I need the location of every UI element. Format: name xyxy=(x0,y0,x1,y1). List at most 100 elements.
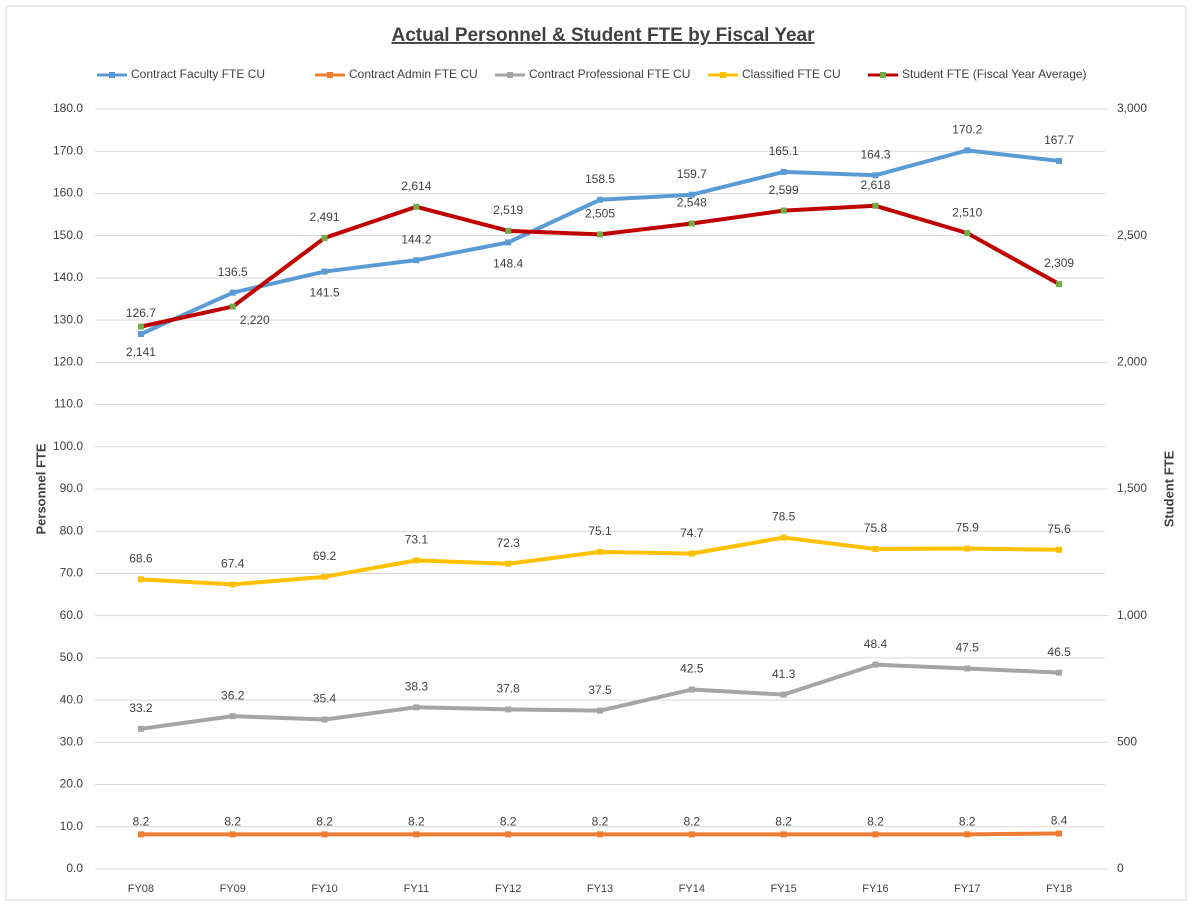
y-tick-label: 120.0 xyxy=(53,355,83,369)
data-label: 164.3 xyxy=(860,147,890,161)
data-label: 2,309 xyxy=(1044,256,1074,270)
data-point xyxy=(1056,157,1063,164)
legend-label: Student FTE (Fiscal Year Average) xyxy=(902,67,1087,81)
data-label: 159.7 xyxy=(677,167,707,181)
data-point xyxy=(505,831,512,838)
legend-label: Classified FTE CU xyxy=(742,67,841,81)
data-point xyxy=(1056,281,1063,288)
x-tick-label: FY17 xyxy=(954,883,980,895)
data-label: 165.1 xyxy=(769,144,799,158)
y2-tick-label: 2,000 xyxy=(1117,355,1147,369)
y2-tick-label: 0 xyxy=(1117,861,1124,875)
y-tick-label: 130.0 xyxy=(53,312,83,326)
data-point xyxy=(413,557,420,564)
data-point xyxy=(413,831,420,838)
data-label: 2,599 xyxy=(769,183,799,197)
data-point xyxy=(964,147,971,154)
data-point xyxy=(321,268,328,275)
y-tick-label: 170.0 xyxy=(53,143,83,157)
x-tick-label: FY16 xyxy=(862,883,888,895)
y-tick-label: 140.0 xyxy=(53,270,83,284)
data-point xyxy=(964,545,971,552)
data-label: 8.2 xyxy=(500,815,517,829)
data-point xyxy=(597,831,603,838)
data-label: 2,141 xyxy=(126,345,156,359)
data-point xyxy=(321,573,328,580)
data-label: 2,548 xyxy=(677,196,707,210)
data-label: 69.2 xyxy=(313,549,337,563)
data-label: 36.2 xyxy=(221,688,245,702)
data-point xyxy=(872,661,879,668)
data-label: 38.3 xyxy=(405,679,429,693)
y-axis-title: Personnel FTE xyxy=(33,443,48,534)
data-label: 46.5 xyxy=(1047,645,1071,659)
data-point xyxy=(964,230,971,237)
legend-label: Contract Admin FTE CU xyxy=(349,67,478,81)
data-label: 75.9 xyxy=(956,521,980,535)
data-label: 2,519 xyxy=(493,203,523,217)
x-tick-label: FY11 xyxy=(404,883,429,895)
data-point xyxy=(505,239,512,246)
data-point xyxy=(597,231,603,238)
data-point xyxy=(505,560,512,567)
data-label: 2,505 xyxy=(585,207,615,221)
data-point xyxy=(964,831,971,838)
data-point xyxy=(229,303,236,310)
data-label: 75.1 xyxy=(588,524,612,538)
data-point xyxy=(688,191,695,198)
data-label: 8.2 xyxy=(408,815,425,829)
x-tick-label: FY15 xyxy=(770,883,796,895)
data-point xyxy=(321,831,328,838)
y-tick-label: 160.0 xyxy=(53,186,83,200)
data-label: 8.2 xyxy=(316,815,333,829)
data-point xyxy=(780,168,787,175)
x-tick-label: FY09 xyxy=(220,883,246,895)
y-tick-label: 90.0 xyxy=(60,481,84,495)
data-point xyxy=(780,831,787,838)
data-label: 158.5 xyxy=(585,172,615,186)
data-point xyxy=(505,227,512,234)
data-point xyxy=(872,831,879,838)
data-point xyxy=(688,220,695,227)
y-tick-label: 50.0 xyxy=(60,650,84,664)
data-label: 167.7 xyxy=(1044,133,1074,147)
x-tick-label: FY13 xyxy=(587,883,613,895)
x-tick-label: FY14 xyxy=(679,883,705,895)
chart-title: Actual Personnel & Student FTE by Fiscal… xyxy=(391,25,815,46)
data-label: 33.2 xyxy=(129,701,153,715)
data-point xyxy=(780,534,787,541)
data-label: 2,618 xyxy=(860,178,890,192)
y-tick-label: 60.0 xyxy=(60,608,84,622)
data-point xyxy=(229,831,236,838)
data-point xyxy=(597,548,603,555)
legend-label: Contract Professional FTE CU xyxy=(529,67,690,81)
data-label: 136.5 xyxy=(218,265,248,279)
y-tick-label: 40.0 xyxy=(60,692,84,706)
data-point xyxy=(1056,546,1063,553)
data-label: 8.2 xyxy=(959,815,976,829)
data-point xyxy=(872,202,879,209)
x-tick-label: FY18 xyxy=(1046,883,1072,895)
data-label: 170.2 xyxy=(952,123,982,137)
data-point xyxy=(229,581,236,588)
data-label: 2,220 xyxy=(240,313,270,327)
y2-tick-label: 1,500 xyxy=(1117,481,1147,495)
x-tick-label: FY10 xyxy=(311,883,337,895)
y-tick-label: 20.0 xyxy=(60,777,84,791)
y2-tick-label: 2,500 xyxy=(1117,228,1147,242)
data-label: 35.4 xyxy=(313,692,337,706)
data-label: 144.2 xyxy=(401,232,431,246)
data-label: 8.2 xyxy=(592,815,609,829)
legend-marker xyxy=(720,72,726,78)
y-tick-label: 100.0 xyxy=(53,439,83,453)
legend-label: Contract Faculty FTE CU xyxy=(131,67,265,81)
data-label: 42.5 xyxy=(680,662,704,676)
y-tick-label: 110.0 xyxy=(54,397,83,411)
data-label: 37.8 xyxy=(497,682,521,696)
data-label: 148.4 xyxy=(493,257,523,271)
data-label: 74.7 xyxy=(680,526,704,540)
data-point xyxy=(964,665,971,672)
data-point xyxy=(688,686,695,693)
y-tick-label: 10.0 xyxy=(60,819,84,833)
